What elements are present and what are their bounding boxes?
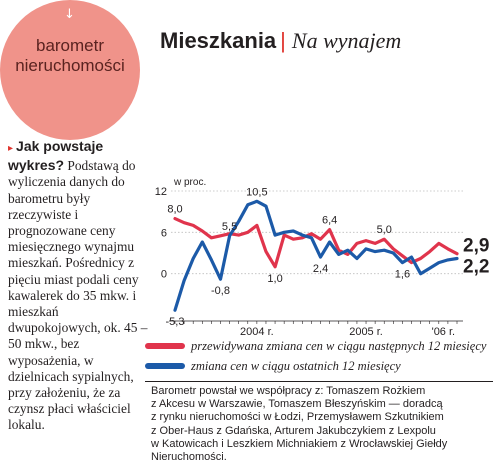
data-label: 2,4 [313,263,328,275]
y-axis-unit: w proc. [173,177,206,188]
page-title: Mieszkania [160,28,277,53]
bullet-icon: ▸ [8,143,14,154]
page-subtitle: Na wynajem [291,28,402,53]
chart-data-labels: 8,0 -5,3 5,5 -0,8 10,5 1,0 6,4 2,4 5,0 1,6 2,92,2 [166,186,490,328]
data-label: 1,6 [395,269,410,281]
x-tick-label: 2004 r. [240,326,274,335]
y-tick-label: 12 [155,186,167,198]
legend-swatch-forecast [145,343,185,349]
barometer-badge: ↓ barometr nieruchomości [0,0,140,140]
legend-item-forecast: przewidywana zmiana cen w ciągu następny… [145,336,495,356]
y-tick-label: 6 [161,227,167,239]
data-label: 10,5 [246,186,267,198]
chart-series [173,199,459,312]
arrow-down-icon: ↓ [64,7,75,22]
method-description: ▸ Jak powstaje wykres? Podstawą do wylicz… [8,138,150,434]
legend-label-actual: zmiana cen w ciągu ostatnich 12 miesięcy [191,358,401,373]
method-body: Podstawą do wyliczenia danych do baromet… [8,158,148,433]
legend-item-actual: zmiana cen w ciągu ostatnich 12 miesięcy [145,356,495,376]
chart-grid [171,190,463,275]
legend-swatch-actual [145,363,185,369]
title-separator: | [280,28,286,53]
data-label: 5,0 [377,224,392,236]
x-tick-label: '06 r. [432,326,456,335]
data-label: 8,0 [167,204,182,216]
price-change-chart: 12 6 0 w proc. 2004 r. 2005 r. '06 r. 8,0 -5,3 5… [155,177,490,335]
series-line-actual [173,199,459,312]
chart-legend: przewidywana zmiana cen w ciągu następny… [145,336,495,376]
series-line-forecast [173,216,459,269]
page-header: Mieszkania | Na wynajem [160,28,401,54]
source-note: Barometr powstał we współpracy z: Tomasz… [151,385,448,464]
data-label: 5,5 [222,221,237,233]
x-tick-label: 2005 r. [349,326,383,335]
end-label-forecast: 2,9 [463,236,489,257]
data-label: -0,8 [211,285,230,297]
divider [145,381,493,382]
badge-label: barometr nieruchomości [15,36,125,75]
y-tick-label: 0 [161,269,167,281]
data-label: 1,0 [267,273,282,285]
chart-axes: 12 6 0 w proc. 2004 r. 2005 r. '06 r. [155,177,463,335]
data-label: 6,4 [322,215,337,227]
legend-label-forecast: przewidywana zmiana cen w ciągu następny… [191,338,487,353]
end-label-actual: 2,2 [463,257,489,278]
data-label: -5,3 [166,316,185,328]
method-heading: Jak powstaje wykres? [8,138,104,174]
